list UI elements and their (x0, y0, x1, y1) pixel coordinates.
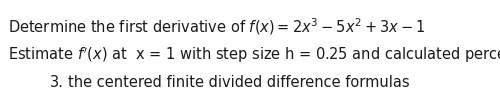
Text: Determine the first derivative of $f(x) = 2x^3 - 5x^2 + 3x - 1$: Determine the first derivative of $f(x) … (8, 16, 425, 37)
Text: Estimate $f'(x)$ at  x = 1 with step size h = 0.25 and calculated percent error : Estimate $f'(x)$ at x = 1 with step size… (8, 45, 500, 65)
Text: 3.: 3. (50, 75, 64, 90)
Text: the centered finite divided difference formulas: the centered finite divided difference f… (68, 75, 409, 90)
